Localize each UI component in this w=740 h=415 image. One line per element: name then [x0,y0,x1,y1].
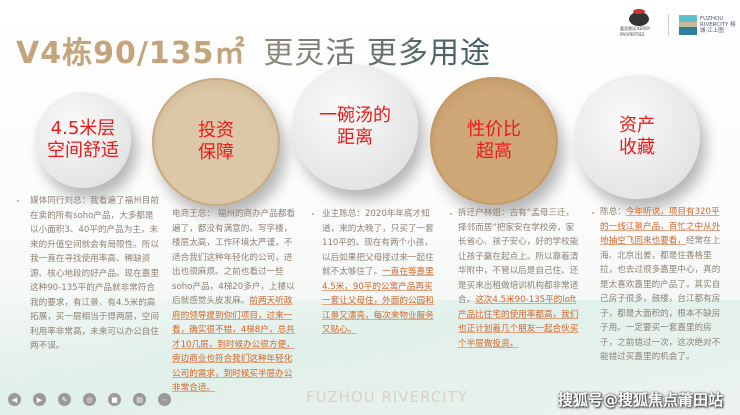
circle-feature-4: 性价比 超高 [430,77,558,205]
more-icon[interactable]: ⋯ [158,393,171,406]
sohu-watermark: 搜狐号@搜狐焦点莆田站 [558,391,724,409]
title-part2: 更灵活 更多用途 [263,36,491,71]
camera-icon[interactable]: ■ [108,393,121,406]
kerry-logo: 嘉里建设 KERRY PROPERTIES [620,9,658,37]
fuzhou-rivercity-watermark: FUZHOU RIVERCITY [306,388,468,406]
background-wash [0,300,740,415]
caption-icon[interactable]: ▤ [133,393,146,406]
bullet [450,213,452,215]
logo-divider [668,13,669,36]
testimonial-2: 电商王总： 福州的商办产品都看遍了，都没有满意的。写字楼，楼层太高，工作环境太严… [172,209,296,393]
slideshow-toolbar: ◀ ▶ ✎ ◎ ■ ▤ ⋯ [8,393,171,406]
next-icon[interactable]: ▶ [33,393,46,406]
prev-icon[interactable]: ◀ [8,393,21,406]
testimonial-3: 业主陈总：2020年年底才知道，来的太晚了，只买了一套110平的。现在有两个小孩… [322,209,434,335]
pen-icon[interactable]: ✎ [58,393,71,406]
circle-feature-3: 一碗汤的 距离 [292,64,418,190]
circle-feature-1: 4.5米层 空间舒适 [35,92,131,188]
bullet [592,212,594,214]
circle-feature-5: 资产 收藏 [574,75,700,199]
logos: 嘉里建设 KERRY PROPERTIES FUZHOU RIVERCITY 榕… [620,9,740,37]
focus-icon[interactable]: ◎ [83,393,96,406]
bullet [17,200,19,202]
circle-feature-2: 投资 保障 [152,78,280,206]
page-title: V4栋90/135㎡ 更灵活 更多用途 [16,28,491,72]
rivercity-logo: FUZHOU RIVERCITY 榕城·江上图 [679,14,740,35]
bullet [312,213,314,215]
testimonial-4: 拆迁户林姐：古有“孟母三迁，择邻而居”把家安在学校旁，家长省心、孩子安心，好的学… [458,208,579,349]
testimonial-1: 媒体同行刘总：我看遍了福州目前在卖的所有soho产品，大多都是以小面积3、40平… [30,196,159,351]
testimonial-5: 陈总：今年听说，项目有320平的一线江景产品，百忙之中从外地抽空飞回来也要看，经… [600,207,721,362]
title-part1: V4栋90/135㎡ [16,36,246,71]
